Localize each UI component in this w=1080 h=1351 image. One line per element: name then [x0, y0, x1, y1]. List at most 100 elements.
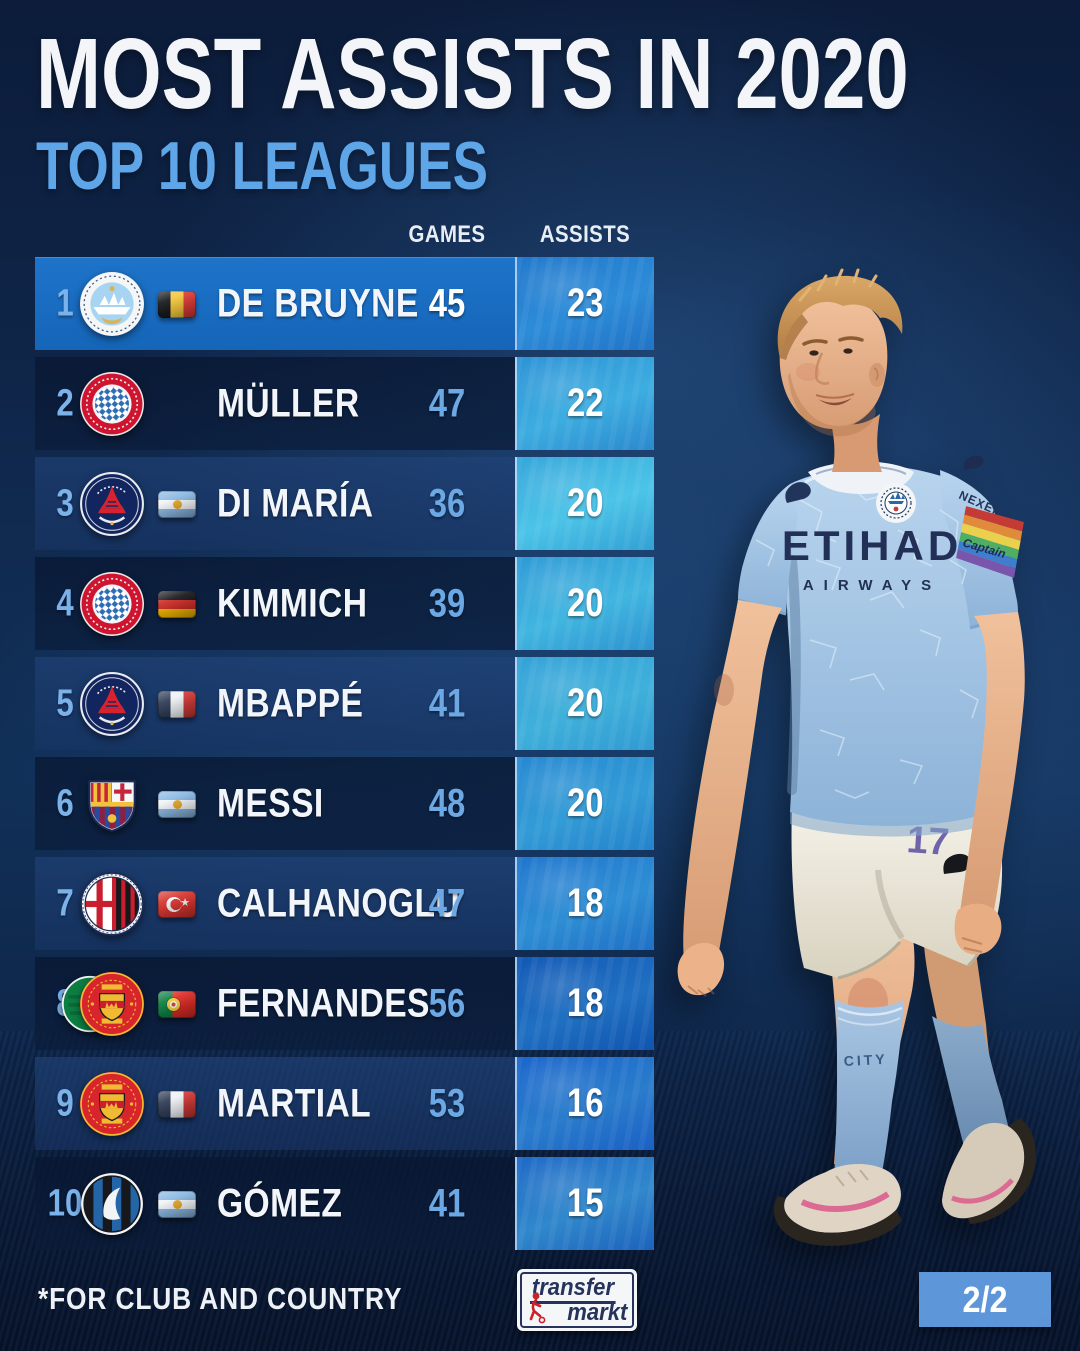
assists-value: 15 [567, 1181, 604, 1225]
chest-puma-icon [785, 482, 811, 503]
assists-cell: 18 [515, 957, 654, 1050]
player-name: FERNANDES [217, 981, 430, 1025]
bayern-logo [79, 571, 145, 637]
shirt-sponsor-line1: ETIHAD [782, 522, 962, 569]
transfermarkt-logo-frame: transfer markt [520, 1272, 634, 1328]
player-right-arm [683, 600, 782, 968]
psg-logo [79, 671, 145, 737]
games-value: 36 [428, 481, 466, 525]
player-name: MÜLLER [217, 381, 360, 425]
player-name: MARTIAL [217, 1081, 372, 1125]
flag-emblem [166, 997, 180, 1011]
leaderboard: 1 DE BRUYNE 45 23 2 MÜLLER 47 22 3 [35, 257, 654, 1257]
page-title: MOST ASSISTS IN 2020 [36, 18, 909, 130]
table-row: 6 MESSI 48 20 [35, 757, 654, 850]
assists-value: 18 [567, 881, 604, 925]
brand-text-bottom: markt [566, 1299, 627, 1326]
assists-value: 20 [567, 481, 604, 525]
games-value: 53 [428, 1081, 466, 1125]
player-left-arm [960, 612, 1025, 920]
man-city-logo [79, 271, 145, 337]
milan-logo [79, 871, 145, 937]
shirt-sponsor-line2: AIRWAYS [803, 577, 941, 594]
games-value: 39 [428, 581, 466, 625]
assists-cell: 20 [515, 757, 654, 850]
player-name: DE BRUYNE [217, 281, 419, 325]
player-name: CALHANOGLU [217, 881, 461, 925]
table-row: 9 MARTIAL 53 16 [35, 1057, 654, 1150]
player-name: MBAPPÉ [217, 681, 364, 725]
transfermarkt-logo: transfer markt [517, 1269, 637, 1331]
player-name: DI MARÍA [217, 481, 374, 525]
rank-label: 6 [56, 782, 74, 824]
rank-label: 4 [56, 582, 74, 624]
assists-cell: 20 [515, 557, 654, 650]
table-row: 3 DI MARÍA 36 20 [35, 457, 654, 550]
argentina-flag [158, 790, 196, 818]
assists-value: 20 [567, 681, 604, 725]
belgium-flag [158, 290, 196, 318]
table-row: 7 CALHANOGLU 47 18 [35, 857, 654, 950]
assists-cell: 16 [515, 1057, 654, 1150]
man-united-logo [79, 971, 145, 1037]
games-value: 47 [428, 881, 466, 925]
portugal-flag [158, 990, 196, 1018]
club-badge-on-shirt [876, 483, 916, 523]
games-value: 48 [428, 781, 466, 825]
assists-cell: 18 [515, 857, 654, 950]
brand-text-top: transfer [530, 1275, 616, 1304]
psg-logo [79, 471, 145, 537]
flag-emblem [172, 799, 182, 809]
assists-value: 18 [567, 981, 604, 1025]
rank-label: 5 [56, 682, 74, 724]
games-value: 56 [428, 981, 466, 1025]
column-header-games: GAMES [408, 221, 486, 248]
page-indicator-badge: 2/2 [919, 1272, 1051, 1327]
table-row: 2 MÜLLER 47 22 [35, 357, 654, 450]
rank-label: 3 [56, 482, 74, 524]
player-name: GÓMEZ [217, 1181, 343, 1225]
assists-cell: 23 [515, 257, 654, 350]
table-row: 1 DE BRUYNE 45 23 [35, 257, 654, 350]
france-flag [158, 1090, 196, 1118]
captain-armband: Captain [956, 506, 1024, 578]
assists-value: 20 [567, 581, 604, 625]
page-subtitle: TOP 10 LEAGUES [36, 128, 488, 204]
rank-label: 10 [47, 1182, 83, 1224]
france-flag [158, 690, 196, 718]
flag-emblem [172, 1199, 182, 1209]
rank-label: 7 [56, 882, 74, 924]
sleeve-puma-icon [964, 455, 984, 470]
argentina-flag [158, 490, 196, 518]
assists-cell: 22 [515, 357, 654, 450]
games-value: 41 [428, 1181, 466, 1225]
column-header-assists: ASSISTS [539, 221, 631, 248]
man-united-logo [79, 1071, 145, 1137]
table-row: 8 FERNANDES 56 18 [35, 957, 654, 1050]
turkey-flag [158, 890, 196, 918]
argentina-flag [158, 1190, 196, 1218]
player-photo: CITY 17 [677, 268, 1036, 1246]
shorts-puma-icon [943, 853, 971, 874]
bayern-logo [79, 371, 145, 437]
table-row: 10 GÓMEZ 41 15 [35, 1157, 654, 1250]
games-value: 41 [428, 681, 466, 725]
assists-value: 23 [567, 281, 604, 325]
rank-label: 2 [56, 382, 74, 424]
assists-cell: 20 [515, 657, 654, 750]
rank-label: 1 [56, 282, 74, 324]
assists-value: 20 [567, 781, 604, 825]
player-head [777, 268, 903, 437]
assists-cell: 20 [515, 457, 654, 550]
assists-value: 16 [567, 1081, 604, 1125]
player-name: MESSI [217, 781, 324, 825]
footnote: *FOR CLUB AND COUNTRY [38, 1281, 403, 1316]
table-row: 5 MBAPPÉ 41 20 [35, 657, 654, 750]
atalanta-logo [79, 1171, 145, 1237]
games-value: 45 [428, 281, 466, 325]
flag-emblem [172, 499, 182, 509]
kicker-figure-icon [529, 1292, 546, 1324]
germany-flag [158, 590, 196, 618]
assists-value: 22 [567, 381, 604, 425]
